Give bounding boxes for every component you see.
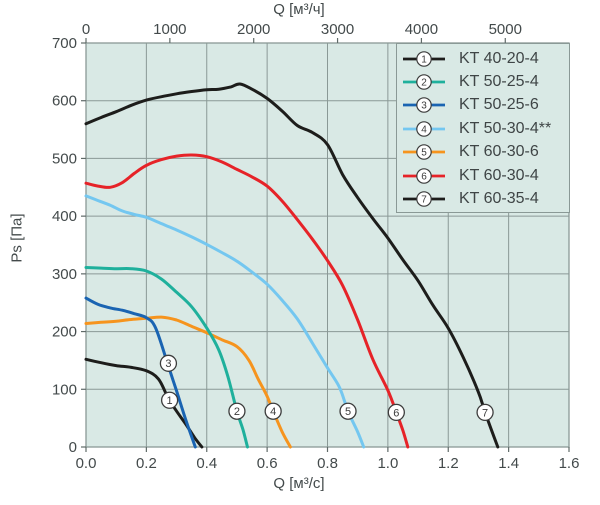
legend-number-text: 6 xyxy=(421,171,427,182)
legend-marker-5: 5 xyxy=(403,144,445,161)
curve-number-circle xyxy=(264,402,282,420)
curve-3-kt-50-25-6 xyxy=(84,296,197,449)
curve-4-kt-50-30-4- xyxy=(84,194,366,449)
legend-marker-2: 2 xyxy=(403,74,445,90)
top-axis-title: Q [м³/ч] xyxy=(273,1,325,18)
legend-number-text: 3 xyxy=(421,101,427,112)
legend-number-text: 2 xyxy=(421,78,427,89)
legend-marker-1: 1 xyxy=(403,50,445,67)
curve-number-circle xyxy=(387,403,405,422)
x-tick-label-top: 3000 xyxy=(321,21,354,38)
legend: 1 KT 40-20-4 2 KT 50-25-4 3 KT 50-25-6 4 KT 50-… xyxy=(396,43,570,213)
legend-marker-7: 7 xyxy=(403,191,445,207)
curve-number-text: 4 xyxy=(270,406,276,418)
curve-number-text: 6 xyxy=(393,407,399,419)
legend-number-circle xyxy=(416,167,432,184)
legend-label: KT 50-25-6 xyxy=(459,96,539,114)
x-tick-label-bottom: 1.0 xyxy=(377,455,398,472)
curve-number-circle xyxy=(228,402,246,420)
x-tick-label-bottom: 0.0 xyxy=(76,455,97,472)
x-tick-label-bottom: 0.2 xyxy=(136,455,157,472)
legend-item-3: 3 KT 50-25-6 xyxy=(402,94,569,117)
legend-item-5: 5 KT 60-30-6 xyxy=(402,141,569,164)
legend-number-circle xyxy=(416,74,432,90)
x-tick-label-top: 0 xyxy=(82,21,90,38)
legend-marker-3: 3 xyxy=(403,97,445,114)
curve-number-text: 5 xyxy=(345,406,351,418)
legend-number-circle xyxy=(416,97,432,114)
curve-number-marker-4: 4 xyxy=(264,402,282,420)
legend-item-4: 4 KT 50-30-4** xyxy=(402,117,569,140)
y-tick-label: 200 xyxy=(52,324,77,341)
x-tick-label-bottom: 0.4 xyxy=(196,455,217,472)
x-tick-label-top: 4000 xyxy=(405,21,438,38)
legend-number-text: 5 xyxy=(421,148,427,159)
y-axis-title: Ps [Па] xyxy=(8,213,26,263)
legend-item-6: 6 KT 60-30-4 xyxy=(402,164,569,187)
curve-7-kt-60-35-4 xyxy=(84,82,500,449)
legend-number-text: 7 xyxy=(421,195,427,206)
curve-number-marker-1: 1 xyxy=(160,391,179,409)
legend-label: KT 60-30-4 xyxy=(459,166,539,184)
y-tick-label: 0 xyxy=(69,439,77,456)
curve-number-marker-2: 2 xyxy=(228,402,246,420)
x-tick-label-bottom: 0.8 xyxy=(317,455,338,472)
y-tick-label: 100 xyxy=(52,381,77,398)
x-tick-label-bottom: 1.6 xyxy=(559,455,580,472)
bottom-axis-title: Q [м³/с] xyxy=(273,475,325,492)
legend-number-circle xyxy=(416,121,432,137)
y-tick-label: 700 xyxy=(52,35,77,52)
curve-number-marker-7: 7 xyxy=(476,403,494,422)
legend-item-7: 7 KT 60-35-4 xyxy=(402,187,569,210)
legend-number-text: 4 xyxy=(421,124,427,135)
legend-item-2: 2 KT 50-25-4 xyxy=(402,70,569,93)
x-tick-label-bottom: 1.2 xyxy=(438,455,459,472)
y-tick-label: 500 xyxy=(52,150,77,167)
curve-number-circle xyxy=(476,403,494,422)
curve-6-kt-60-30-4 xyxy=(84,153,410,449)
legend-number-circle xyxy=(416,191,432,207)
y-tick-label: 400 xyxy=(52,208,77,225)
legend-label: KT 40-20-4 xyxy=(459,49,539,67)
curve-number-text: 3 xyxy=(165,358,171,370)
x-tick-label-top: 5000 xyxy=(489,21,522,38)
curve-number-circle xyxy=(339,402,357,420)
x-tick-label-bottom: 0.6 xyxy=(257,455,278,472)
legend-label: KT 50-25-4 xyxy=(459,73,539,91)
curve-number-text: 7 xyxy=(482,407,488,419)
x-tick-label-bottom: 1.4 xyxy=(498,455,519,472)
curve-5-kt-60-30-6 xyxy=(84,315,292,449)
legend-number-circle xyxy=(416,144,432,161)
x-tick-label-top: 2000 xyxy=(237,21,270,38)
legend-number-text: 1 xyxy=(421,54,427,65)
legend-label: KT 60-30-6 xyxy=(459,143,539,161)
curve-number-marker-3: 3 xyxy=(159,354,178,372)
curve-number-marker-5: 5 xyxy=(339,402,357,420)
x-tick-label-top: 1000 xyxy=(153,21,186,38)
legend-label: KT 50-30-4** xyxy=(459,119,552,137)
curve-number-text: 1 xyxy=(167,395,173,407)
curve-number-circle xyxy=(159,354,178,372)
legend-label: KT 60-35-4 xyxy=(459,190,539,208)
y-tick-label: 600 xyxy=(52,93,77,110)
legend-marker-6: 6 xyxy=(403,167,445,184)
legend-number-circle xyxy=(416,50,432,67)
curve-number-circle xyxy=(160,391,179,409)
curve-number-text: 2 xyxy=(234,406,240,418)
curve-number-marker-6: 6 xyxy=(387,403,405,422)
y-tick-label: 300 xyxy=(52,266,77,283)
legend-marker-4: 4 xyxy=(403,121,445,137)
legend-item-1: 1 KT 40-20-4 xyxy=(402,47,569,70)
